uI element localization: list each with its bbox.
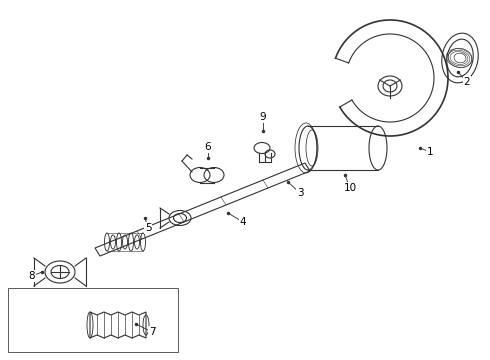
Text: 3: 3 [296, 188, 303, 198]
Text: 9: 9 [260, 112, 266, 122]
Text: 4: 4 [240, 217, 246, 227]
Text: 8: 8 [29, 271, 35, 281]
Text: 5: 5 [145, 223, 151, 233]
Text: 7: 7 [148, 327, 155, 337]
Text: 1: 1 [427, 147, 433, 157]
Text: 6: 6 [205, 142, 211, 152]
Text: 10: 10 [343, 183, 357, 193]
Text: 2: 2 [464, 77, 470, 87]
